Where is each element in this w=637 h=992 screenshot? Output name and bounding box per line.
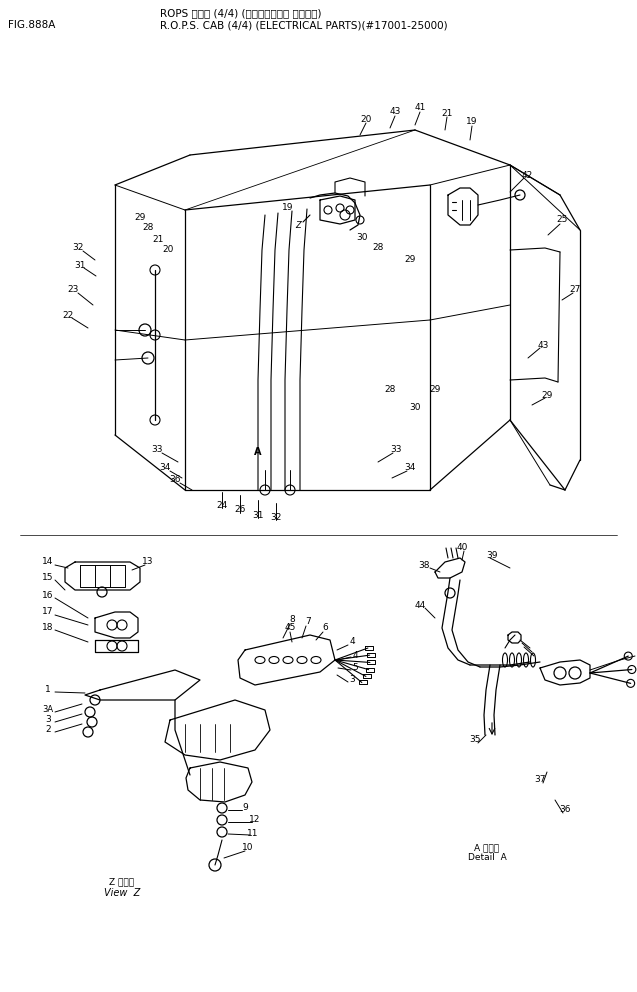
Text: 21: 21 [152, 235, 164, 244]
Text: A おわり: A おわり [475, 843, 499, 852]
Text: 21: 21 [441, 108, 453, 117]
Text: 30: 30 [356, 233, 368, 242]
Text: 28: 28 [384, 386, 396, 395]
Text: 19: 19 [466, 117, 478, 127]
Text: Z: Z [295, 220, 301, 229]
Text: 19: 19 [282, 203, 294, 212]
Text: 3: 3 [349, 676, 355, 684]
Text: 31: 31 [75, 261, 86, 270]
Text: 36: 36 [169, 475, 181, 484]
Text: 14: 14 [42, 558, 54, 566]
Text: 42: 42 [521, 171, 533, 180]
Text: 2: 2 [45, 725, 51, 734]
Text: 11: 11 [247, 828, 259, 837]
Text: 45: 45 [284, 624, 296, 633]
Text: 33: 33 [390, 445, 402, 454]
Text: 32: 32 [73, 243, 83, 253]
Text: ROPS キャブ (4/4) (エレクトリカル ハーネス): ROPS キャブ (4/4) (エレクトリカル ハーネス) [160, 8, 322, 18]
Text: 22: 22 [62, 310, 74, 319]
Text: 38: 38 [419, 560, 430, 569]
Text: 10: 10 [242, 843, 254, 852]
Text: 25: 25 [556, 215, 568, 224]
Text: 34: 34 [404, 463, 416, 472]
Text: 31: 31 [252, 511, 264, 520]
Text: View  Z: View Z [104, 888, 140, 898]
Text: 39: 39 [486, 551, 497, 559]
Text: 1: 1 [45, 685, 51, 694]
Text: 27: 27 [569, 286, 581, 295]
Text: 35: 35 [469, 735, 481, 745]
Text: 40: 40 [456, 544, 468, 553]
Text: 36: 36 [559, 806, 571, 814]
Text: 24: 24 [217, 501, 227, 510]
Text: 33: 33 [151, 445, 162, 454]
Text: 23: 23 [68, 286, 79, 295]
Text: 9: 9 [242, 804, 248, 812]
Text: 20: 20 [162, 245, 174, 255]
Text: 44: 44 [415, 600, 426, 609]
Text: 43: 43 [389, 107, 401, 116]
Text: 32: 32 [270, 513, 282, 522]
Text: 13: 13 [142, 558, 154, 566]
Text: 26: 26 [234, 506, 246, 515]
Text: 17: 17 [42, 607, 54, 616]
Text: FIG.888A: FIG.888A [8, 20, 55, 30]
Text: 7: 7 [305, 617, 311, 627]
Text: A: A [254, 447, 262, 457]
Text: 12: 12 [249, 815, 261, 824]
Text: 29: 29 [404, 256, 416, 265]
Text: 4: 4 [352, 651, 358, 660]
Text: Z おわり: Z おわり [110, 878, 134, 887]
Text: 20: 20 [361, 115, 371, 125]
Text: 4: 4 [349, 638, 355, 647]
Text: R.O.P.S. CAB (4/4) (ELECTRICAL PARTS)(#17001-25000): R.O.P.S. CAB (4/4) (ELECTRICAL PARTS)(#1… [160, 20, 448, 30]
Text: 3A: 3A [43, 705, 54, 714]
Text: 29: 29 [429, 386, 441, 395]
Text: 28: 28 [142, 223, 154, 232]
Text: 18: 18 [42, 623, 54, 632]
Text: 6: 6 [322, 624, 328, 633]
Text: 30: 30 [409, 403, 421, 412]
Text: 15: 15 [42, 572, 54, 581]
Text: 37: 37 [534, 776, 546, 785]
Text: 29: 29 [134, 213, 146, 222]
Text: Detail  A: Detail A [468, 853, 506, 862]
Text: 3: 3 [45, 715, 51, 724]
Text: 28: 28 [372, 243, 383, 253]
Text: 34: 34 [159, 463, 171, 472]
Text: 16: 16 [42, 590, 54, 599]
Text: 41: 41 [414, 103, 426, 112]
Text: 29: 29 [541, 391, 553, 400]
Text: 43: 43 [538, 340, 548, 349]
Text: 8: 8 [289, 615, 295, 625]
Text: 5: 5 [352, 664, 358, 673]
